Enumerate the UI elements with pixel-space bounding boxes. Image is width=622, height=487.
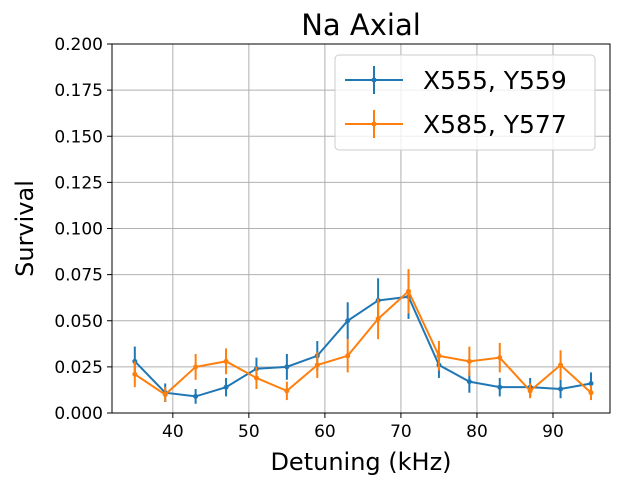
legend: X555, Y559 X585, Y577 <box>334 54 596 151</box>
data-point <box>223 384 229 390</box>
legend-label: X555, Y559 <box>423 66 567 95</box>
data-point <box>588 390 594 396</box>
data-point <box>558 362 564 368</box>
data-point <box>558 386 564 392</box>
data-point <box>132 371 138 377</box>
data-point <box>314 362 320 368</box>
data-point <box>193 393 199 399</box>
data-point <box>466 379 472 385</box>
legend-entry: X585, Y577 <box>345 110 567 139</box>
legend-label: X585, Y577 <box>423 110 567 139</box>
data-point <box>253 375 259 381</box>
legend-marker <box>371 77 377 83</box>
series-layer <box>132 269 594 404</box>
x-tick-label: 70 <box>390 422 412 442</box>
data-point <box>527 388 533 394</box>
y-tick-label: 0.100 <box>54 220 103 240</box>
series-2 <box>132 269 594 402</box>
y-tick-label: 0.000 <box>54 404 103 424</box>
y-tick-label: 0.175 <box>54 81 103 101</box>
data-point <box>193 364 199 370</box>
data-point <box>497 355 503 361</box>
data-point <box>345 318 351 324</box>
legend-box <box>334 54 596 151</box>
legend-marker <box>371 121 377 127</box>
series-line <box>134 295 592 398</box>
y-tick-label: 0.150 <box>54 127 103 147</box>
y-tick-label: 0.025 <box>54 358 103 378</box>
x-tick-label: 90 <box>542 422 564 442</box>
data-point <box>588 380 594 386</box>
chart-title: Na Axial <box>301 8 421 42</box>
y-tick-label: 0.200 <box>54 35 103 55</box>
tick-layer: 40 50 60 70 80 90 0.000 0.025 0.050 0.075 0.100 0.1… <box>54 35 563 442</box>
x-tick-label: 40 <box>162 422 184 442</box>
x-tick-label: 80 <box>466 422 488 442</box>
data-point <box>436 353 442 359</box>
series-line <box>134 289 592 396</box>
data-point <box>345 353 351 359</box>
y-tick-label: 0.050 <box>54 312 103 332</box>
y-axis-title: Survival <box>11 180 39 277</box>
data-point <box>223 358 229 364</box>
y-tick-label: 0.125 <box>54 173 103 193</box>
x-tick-label: 50 <box>238 422 260 442</box>
data-point <box>284 364 290 370</box>
data-point <box>375 316 381 322</box>
x-tick-label: 60 <box>314 422 336 442</box>
data-point <box>162 392 168 398</box>
data-point <box>406 288 412 294</box>
data-point <box>497 384 503 390</box>
data-point <box>284 388 290 394</box>
legend-entry: X555, Y559 <box>345 66 567 95</box>
x-axis-title: Detuning (kHz) <box>270 448 451 476</box>
y-tick-label: 0.075 <box>54 266 103 286</box>
data-point <box>466 358 472 364</box>
